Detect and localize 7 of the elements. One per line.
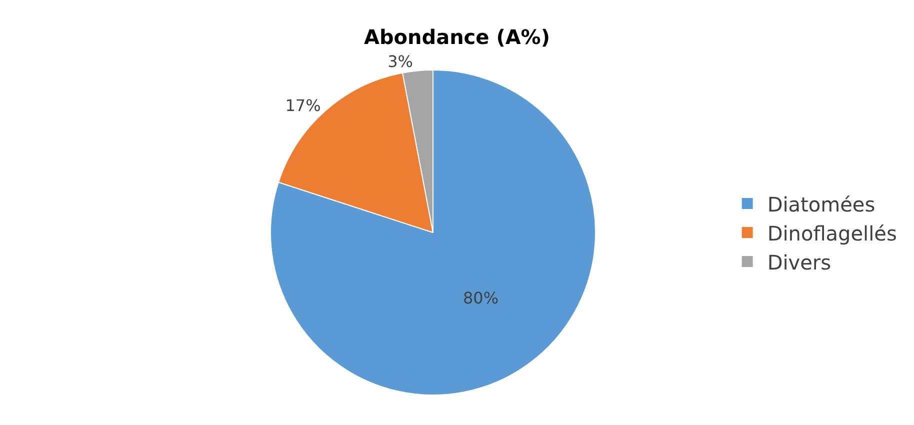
data-label: 3%: [388, 52, 413, 71]
chart-title: Abondance (A%): [364, 24, 550, 49]
legend-label: Divers: [767, 250, 832, 274]
data-label: 17%: [285, 96, 321, 115]
legend-label: Diatomées: [767, 192, 876, 216]
data-label: 80%: [462, 288, 499, 308]
legend-label: Dinoflagellés: [767, 221, 897, 246]
